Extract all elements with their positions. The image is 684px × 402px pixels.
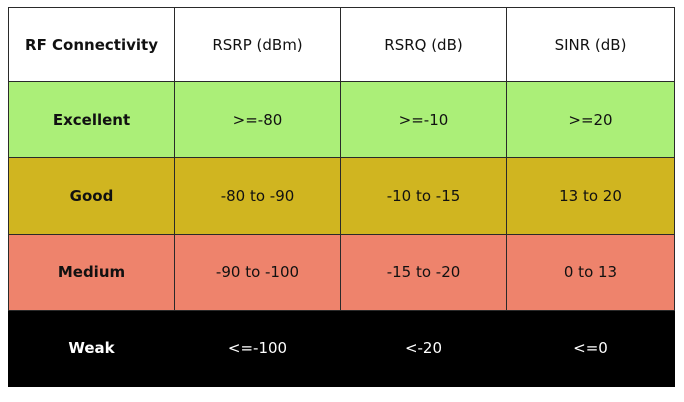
- sinr-cell: >=20: [506, 81, 675, 159]
- rsrp-cell: -80 to -90: [174, 157, 341, 235]
- row-medium: Medium -90 to -100 -15 to -20 0 to 13: [8, 233, 675, 311]
- header-sinr: SINR (dB): [506, 6, 675, 83]
- row-excellent: Excellent >=-80 >=-10 >=20: [8, 81, 675, 159]
- sinr-cell: 13 to 20: [506, 157, 675, 235]
- rsrp-cell: <=-100: [174, 309, 341, 388]
- category-cell: Medium: [8, 233, 175, 311]
- sinr-cell: <=0: [506, 309, 675, 388]
- row-weak: Weak <=-100 <-20 <=0: [8, 309, 675, 388]
- rsrp-cell: -90 to -100: [174, 233, 341, 311]
- header-rf-connectivity: RF Connectivity: [8, 6, 175, 83]
- category-cell: Excellent: [8, 81, 175, 159]
- header-rsrq: RSRQ (dB): [340, 6, 507, 83]
- row-good: Good -80 to -90 -10 to -15 13 to 20: [8, 157, 675, 235]
- category-cell: Weak: [8, 309, 175, 388]
- rsrq-cell: <-20: [340, 309, 507, 388]
- rsrq-cell: -10 to -15: [340, 157, 507, 235]
- sinr-cell: 0 to 13: [506, 233, 675, 311]
- rf-connectivity-table: RF Connectivity RSRP (dBm) RSRQ (dB) SIN…: [8, 6, 675, 388]
- rf-connectivity-table-container: RF Connectivity RSRP (dBm) RSRQ (dB) SIN…: [8, 6, 675, 388]
- header-rsrp: RSRP (dBm): [174, 6, 341, 83]
- rsrq-cell: -15 to -20: [340, 233, 507, 311]
- category-cell: Good: [8, 157, 175, 235]
- rsrq-cell: >=-10: [340, 81, 507, 159]
- rsrp-cell: >=-80: [174, 81, 341, 159]
- header-row: RF Connectivity RSRP (dBm) RSRQ (dB) SIN…: [8, 6, 675, 83]
